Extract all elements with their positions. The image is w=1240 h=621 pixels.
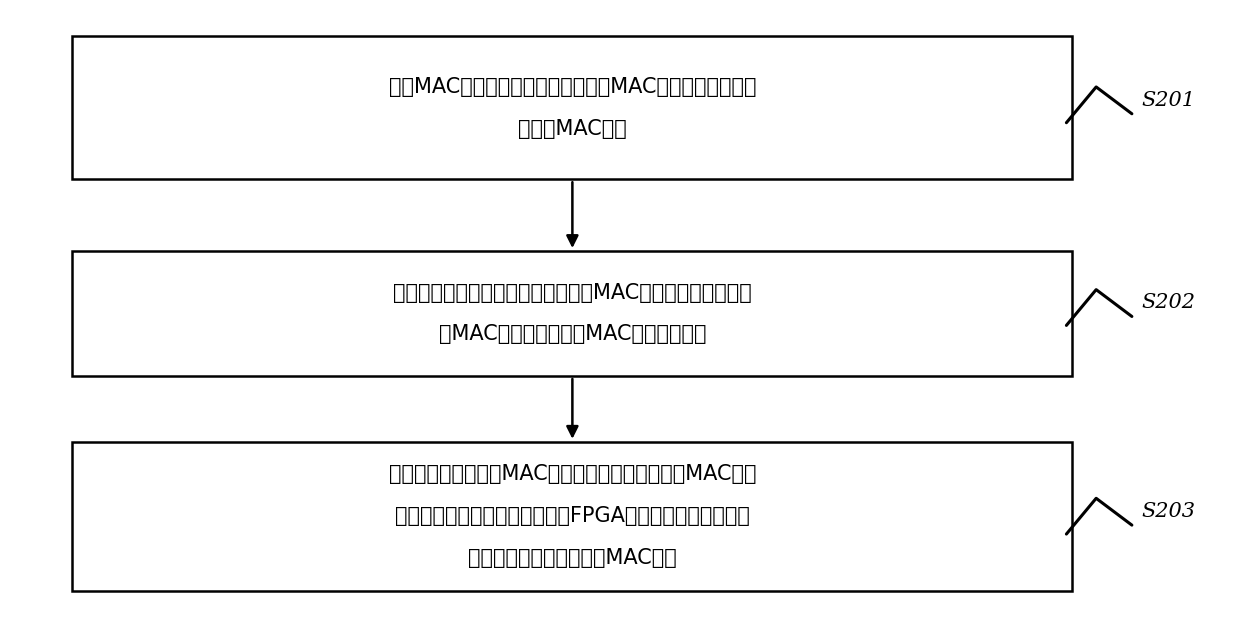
Text: 确定所述预设存储空间中存储的当前MAC地址，并判断所述当: 确定所述预设存储空间中存储的当前MAC地址，并判断所述当 [393,283,751,302]
Text: 括目标MAC地址: 括目标MAC地址 [518,119,626,138]
FancyBboxPatch shape [72,251,1073,376]
Text: 接收MAC地址配置指令；其中，所述MAC地址配置指令中包: 接收MAC地址配置指令；其中，所述MAC地址配置指令中包 [388,77,756,97]
Text: S202: S202 [1141,293,1195,312]
Text: S203: S203 [1141,502,1195,521]
FancyBboxPatch shape [72,442,1073,591]
Text: 写入预设存储空间内，以使所述FPGA加速卡通过读取所述预: 写入预设存储空间内，以使所述FPGA加速卡通过读取所述预 [396,506,750,526]
Text: 前MAC地址和所述目标MAC地址是否一致: 前MAC地址和所述目标MAC地址是否一致 [439,324,706,345]
Text: 如果否，则根据所述MAC地址配置指令将所述目标MAC地址: 如果否，则根据所述MAC地址配置指令将所述目标MAC地址 [388,465,756,484]
Text: 设存储空间加载所述目标MAC地址: 设存储空间加载所述目标MAC地址 [467,548,677,568]
Text: S201: S201 [1141,91,1195,109]
FancyBboxPatch shape [72,36,1073,179]
